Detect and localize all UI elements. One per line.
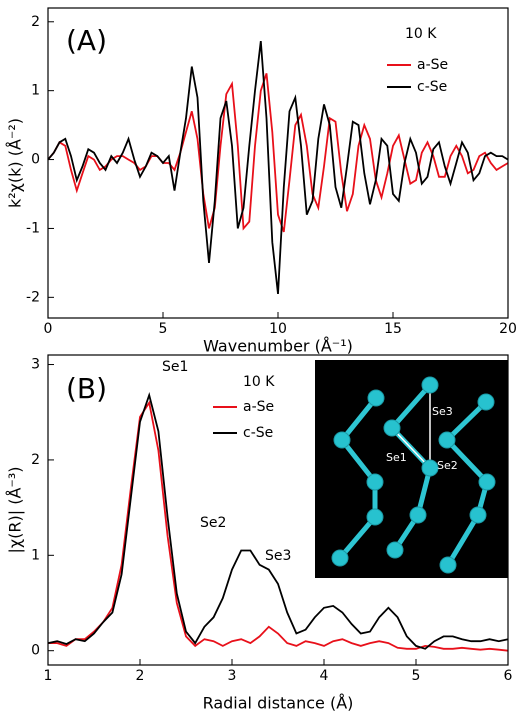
x-axis-label: Radial distance (Å)	[203, 694, 354, 713]
annotation: Se1	[162, 359, 188, 375]
y-tick-label: 1	[31, 547, 40, 563]
x-axis-label: Wavenumber (Å⁻¹)	[203, 337, 353, 356]
molecule	[331, 376, 496, 574]
x-tick-label: 10	[269, 321, 287, 337]
x-tick-label: 20	[499, 321, 516, 337]
annotation: Se3	[265, 548, 291, 564]
y-tick-label: 2	[31, 14, 40, 30]
y-tick-label: 2	[31, 452, 40, 468]
x-tick-label: 4	[320, 668, 329, 684]
y-axis-label: k²χ(k) (Å⁻²)	[6, 118, 25, 208]
annotation: 10 K	[405, 26, 437, 42]
x-tick-label: 2	[136, 668, 145, 684]
y-tick-label: 3	[31, 357, 40, 373]
inset-label: Se2	[437, 459, 458, 472]
data-line	[47, 391, 509, 650]
data-line	[47, 40, 509, 294]
annotation: 10 K	[243, 374, 275, 390]
inset-label: Se1	[386, 451, 407, 464]
inset-label: Se3	[432, 405, 453, 418]
x-tick-label: 1	[44, 668, 53, 684]
panel-title: (B)	[66, 372, 107, 405]
data-line	[47, 73, 509, 233]
legend-label: a-Se	[417, 57, 448, 73]
annotation: Se2	[200, 515, 226, 531]
legend-label: c-Se	[417, 79, 447, 95]
panel: 0 5 10 15 20 -2 -1 0 1 2 Wavenumber (Å⁻¹) k²χ(k) (Å…	[6, 7, 516, 356]
y-axis-label: |χ(R)| (Å⁻³)	[6, 467, 25, 554]
plot-lines	[47, 40, 509, 294]
y-tick-label: 0	[31, 152, 40, 168]
x-tick-label: 5	[412, 668, 421, 684]
x-tick-label: 0	[44, 321, 53, 337]
inset: Se3 Se1 Se2	[315, 360, 508, 578]
y-tick-label: 0	[31, 643, 40, 659]
x-tick-label: 15	[384, 321, 402, 337]
inset-background	[315, 360, 508, 578]
panel-title: (A)	[66, 24, 107, 57]
legend-label: c-Se	[243, 425, 273, 441]
x-tick-label: 5	[159, 321, 168, 337]
data-line	[48, 400, 509, 652]
y-tick-label: -2	[26, 289, 40, 305]
x-tick-label: 6	[504, 668, 513, 684]
plot-lines	[47, 391, 509, 652]
y-tick-label: 1	[31, 83, 40, 99]
y-tick-label: -1	[26, 220, 40, 236]
x-tick-label: 3	[228, 668, 237, 684]
legend-label: a-Se	[243, 399, 274, 415]
